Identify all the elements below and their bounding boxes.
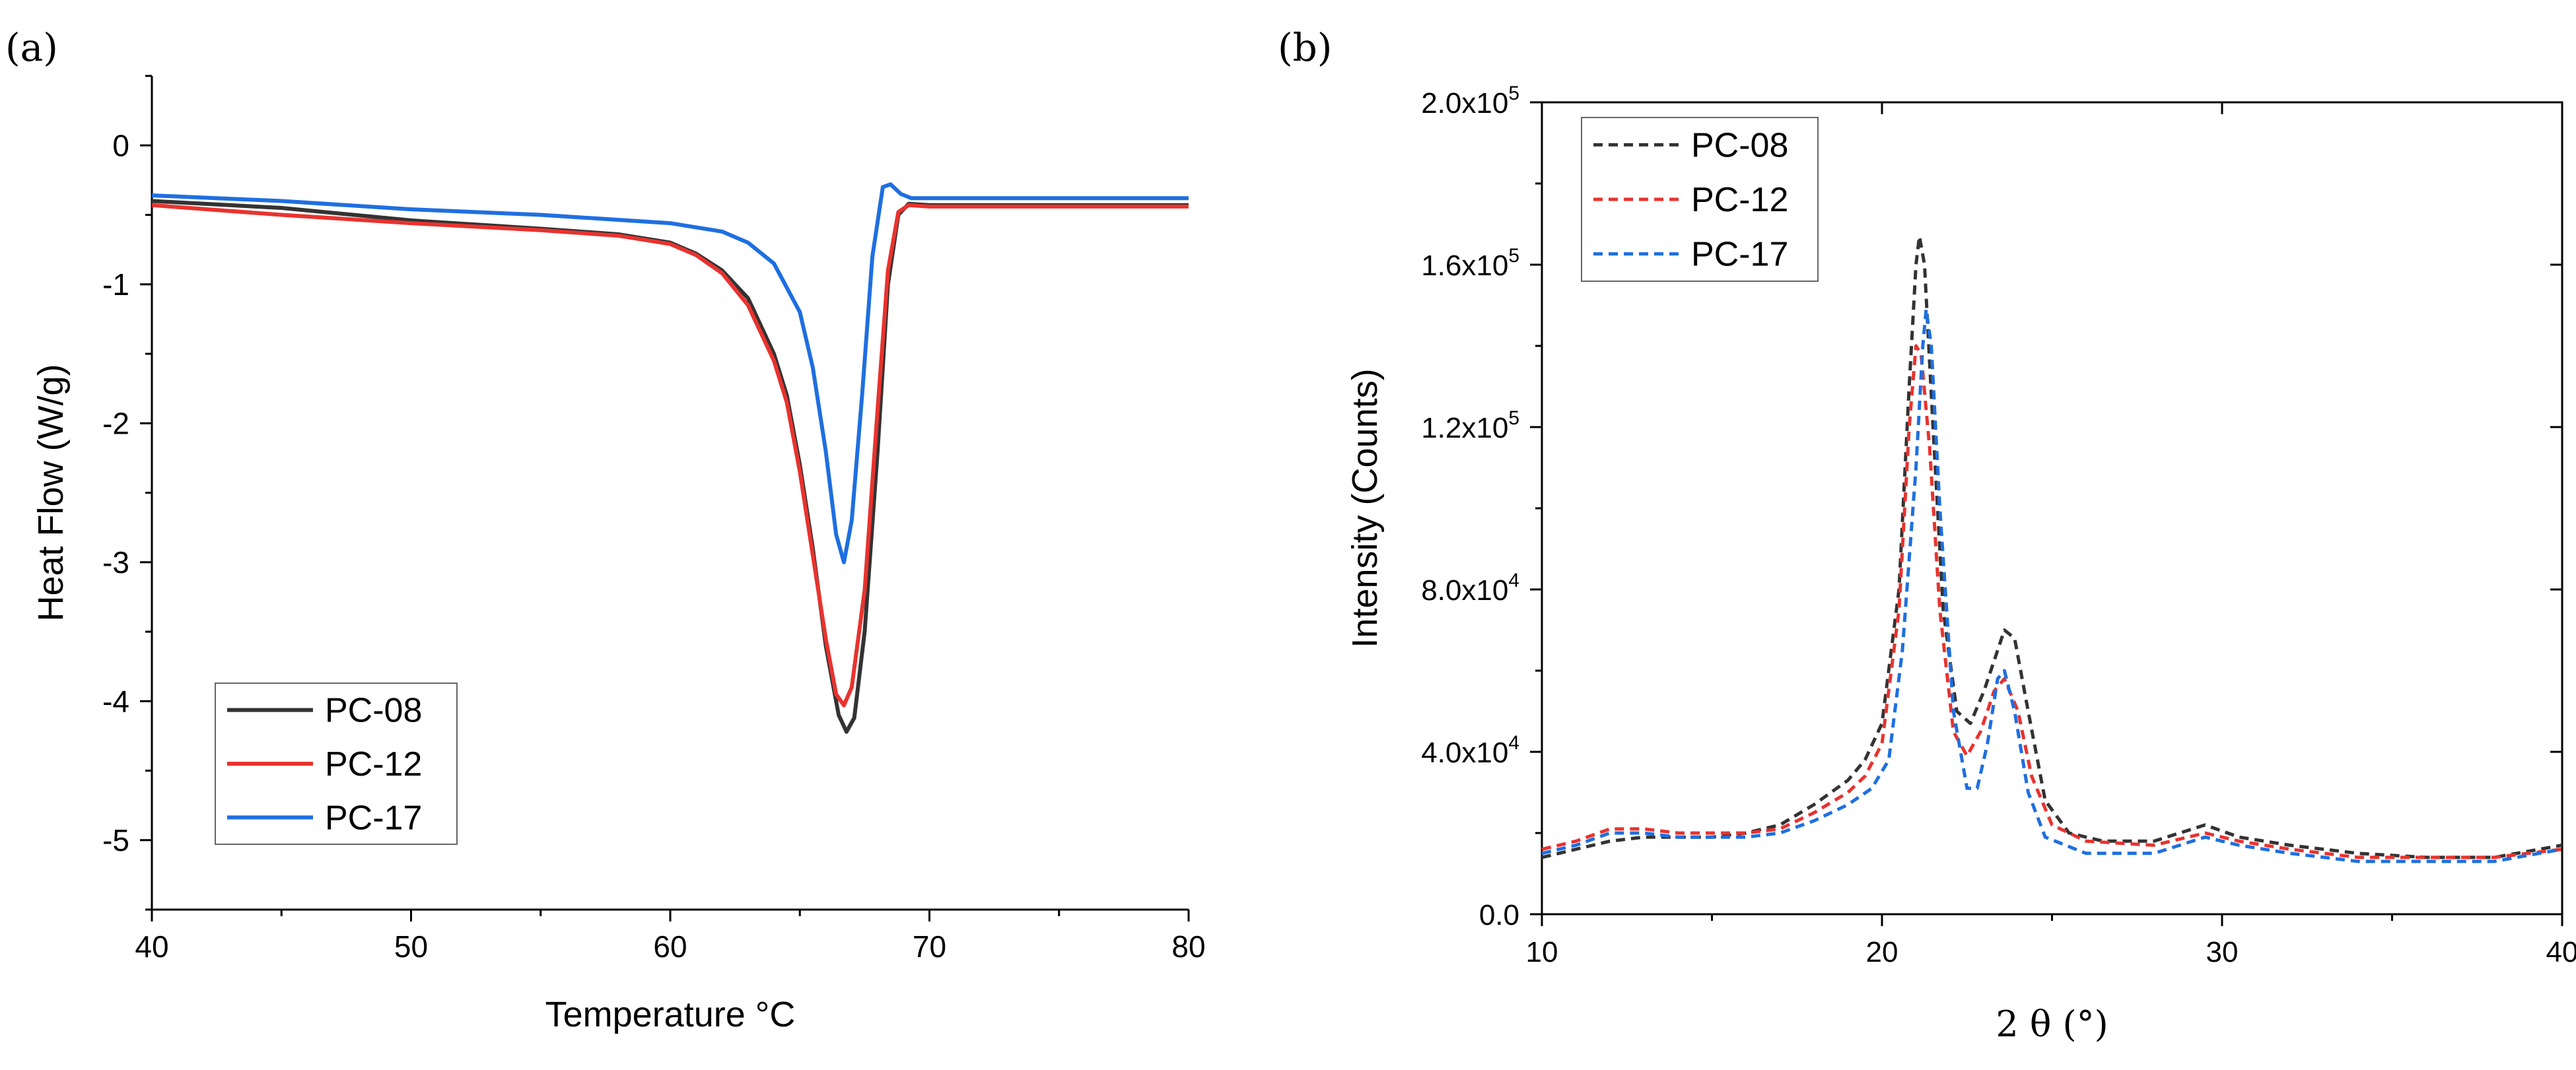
- chart-a-x-axis-title: Temperature °C: [545, 995, 796, 1034]
- chart-a-x-tick-label: 50: [394, 929, 428, 964]
- chart-a-legend-label-pc-17: PC-17: [325, 799, 422, 837]
- chart-b-y-tick-label: 8.0x104: [1421, 570, 1519, 607]
- chart-b-legend-box: [1581, 117, 1819, 282]
- chart-a-series-pc-17: [151, 182, 1189, 564]
- chart-a-x-tick-label: 70: [913, 929, 946, 964]
- chart-a-legend-label-pc-12: PC-12: [325, 745, 422, 784]
- chart-b-y-tick-label: 2.0x105: [1421, 83, 1519, 119]
- chart-a-y-tick-label: -5: [102, 823, 129, 857]
- chart-a-panel-label: (a): [5, 25, 58, 70]
- chart-b-series-pc-12: [1541, 344, 2563, 859]
- chart-b-x-tick-label: 20: [1866, 936, 1898, 968]
- chart-b-series-pc-08: [1541, 234, 2563, 859]
- chart-b-y-tick-label: 4.0x104: [1421, 732, 1519, 769]
- chart-b-legend-label-pc-17: PC-17: [1691, 236, 1788, 274]
- chart-a-legend-label-pc-08: PC-08: [325, 692, 422, 730]
- chart-a-y-axis-title: Heat Flow (W/g): [31, 364, 71, 621]
- chart-a-series-pc-08: [151, 199, 1189, 734]
- chart-b-y-tick-label: 0.0: [1479, 899, 1519, 931]
- chart-a-y-tick-label: -4: [102, 684, 129, 718]
- chart-b: (b) 10 20 30 40 0.0 4.0x104 8.0x104 1.2x105 1.6x…: [1278, 25, 2576, 1045]
- chart-a-x-tick-label: 60: [653, 929, 687, 964]
- chart-b-x-axis-title: 2 θ (°): [1996, 1003, 2108, 1045]
- chart-b-y-tick-label: 1.2x105: [1421, 407, 1519, 444]
- chart-b-axes: 10 20 30 40 0.0 4.0x104 8.0x104 1.2x105 1.6x105 2…: [1421, 83, 2576, 968]
- chart-a-y-tick-label: -3: [102, 545, 129, 580]
- chart-b-series-pc-17: [1541, 308, 2563, 863]
- chart-b-y-axis-title: Intensity (Counts): [1345, 368, 1385, 648]
- chart-b-y-tick-label: 1.6x105: [1421, 245, 1519, 282]
- chart-a-y-tick-label: -1: [102, 267, 129, 302]
- chart-b-legend: PC-08 PC-12 PC-17: [1581, 117, 1819, 282]
- chart-a-series-pc-12: [151, 203, 1189, 708]
- chart-b-series-group: [1541, 234, 2563, 863]
- chart-b-x-tick-label: 10: [1526, 936, 1558, 968]
- chart-a: (a) 40 50 60 70 80 0 -1 -2 -3 -4 -5 Heat Flow (W/g…: [5, 25, 1206, 1034]
- chart-a-x-tick-label: 80: [1171, 929, 1205, 964]
- chart-b-x-tick-label: 30: [2206, 936, 2239, 968]
- chart-a-legend: PC-08 PC-12 PC-17: [215, 683, 458, 845]
- chart-b-panel-label: (b): [1278, 25, 1332, 70]
- chart-b-legend-label-pc-08: PC-08: [1691, 126, 1788, 164]
- chart-a-y-tick-label: -2: [102, 406, 129, 440]
- chart-b-x-tick-label: 40: [2546, 936, 2576, 968]
- chart-b-legend-label-pc-12: PC-12: [1691, 181, 1788, 219]
- chart-a-axes: 40 50 60 70 80 0 -1 -2 -3 -4 -5: [102, 75, 1206, 964]
- chart-a-series-group: [151, 182, 1189, 734]
- chart-a-y-tick-label: 0: [112, 128, 129, 162]
- chart-a-x-tick-label: 40: [135, 929, 168, 964]
